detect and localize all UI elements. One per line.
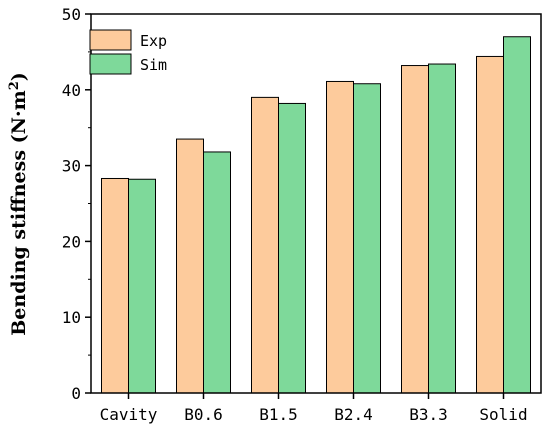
bar-exp-b1-5 [251, 96, 279, 394]
x-tick-label: B2.4 [334, 405, 373, 424]
y-tick-label: 0 [71, 384, 81, 403]
bar-exp-cavity [101, 177, 129, 394]
bar-sim-b1-5 [278, 102, 306, 394]
x-tick-label: B0.6 [184, 405, 223, 424]
y-tick-label: 20 [62, 232, 81, 251]
y-tick-label: 10 [62, 308, 81, 327]
legend-swatch-sim [89, 53, 132, 75]
x-tick-label: B1.5 [259, 405, 298, 424]
bar-exp-b0-6 [176, 138, 204, 394]
bar-sim-solid [503, 36, 531, 394]
bars-group [101, 36, 531, 394]
y-axis-title-close: ) [8, 72, 30, 81]
x-axis-ticks: Cavity B0.6 B1.5 B2.4 B3.3 Solid [100, 393, 528, 424]
y-axis-title-text: Bending stiffness (N·m [8, 90, 30, 335]
legend: Exp Sim [89, 29, 167, 75]
bar-exp-solid [476, 55, 504, 394]
y-axis-title: Bending stiffness (N·m2) [7, 72, 31, 336]
bar-sim-cavity [128, 178, 156, 394]
y-axis-title-superscript: 2 [7, 81, 22, 90]
y-tick-label: 50 [62, 5, 81, 24]
bar-sim-b2-4 [353, 83, 381, 394]
legend-label-sim: Sim [140, 56, 167, 74]
x-tick-label: B3.3 [409, 405, 448, 424]
x-tick-label: Cavity [100, 405, 158, 424]
y-tick-label: 30 [62, 157, 81, 176]
bar-exp-b3-3 [401, 65, 429, 394]
y-tick-label: 40 [62, 81, 81, 100]
legend-label-exp: Exp [140, 32, 167, 50]
y-axis-ticks: 0 10 20 30 40 50 [62, 5, 91, 403]
legend-swatch-exp [89, 29, 132, 51]
bar-exp-b2-4 [326, 80, 354, 394]
x-tick-label: Solid [479, 405, 527, 424]
bar-sim-b3-3 [428, 63, 456, 394]
bar-sim-b0-6 [203, 151, 231, 394]
